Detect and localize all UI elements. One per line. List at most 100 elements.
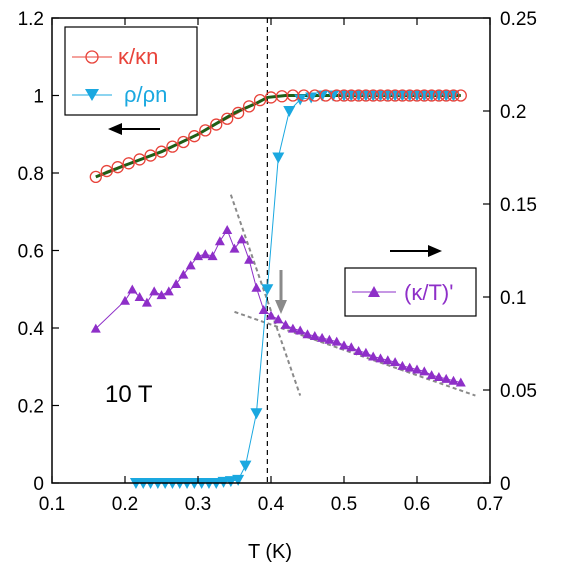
deriv-point	[236, 234, 247, 244]
kappa-point	[440, 89, 453, 102]
rho-point	[283, 106, 296, 117]
left-axis-arrowhead	[108, 123, 122, 135]
rho-point	[250, 408, 263, 420]
deriv-point	[448, 375, 459, 385]
rho-point	[305, 92, 318, 104]
right-tick-label: 0.05	[500, 381, 537, 402]
rho-point	[261, 284, 274, 296]
deriv-point	[346, 342, 357, 352]
deriv-point	[433, 371, 444, 381]
rho-point	[316, 90, 329, 102]
kappa-point	[144, 149, 157, 162]
kappa-point	[231, 106, 245, 120]
kappa-point	[388, 89, 402, 102]
deriv-point	[90, 323, 101, 333]
deriv-point	[455, 377, 466, 387]
left-tick-label: 0.8	[18, 164, 44, 185]
right-tick-label: 0.25	[500, 9, 537, 30]
kappa-point	[111, 161, 124, 174]
right-tick-label: 0.2	[500, 102, 526, 123]
deriv-point	[382, 355, 393, 365]
deriv-point	[163, 286, 174, 296]
deriv-point	[295, 325, 306, 335]
kappa-point	[199, 124, 212, 137]
rho-point	[447, 90, 460, 102]
legend-deriv-label: (κ/T)'	[404, 280, 453, 305]
deriv-point	[156, 290, 167, 300]
deriv-point	[419, 366, 430, 376]
deriv-point	[331, 336, 342, 346]
deriv-point	[280, 319, 291, 329]
kappa-point	[359, 89, 373, 102]
rho-point	[239, 460, 252, 472]
deriv-point	[178, 269, 189, 279]
kappa-point	[89, 170, 102, 184]
deriv-point	[141, 297, 152, 307]
legend-deriv-marker	[368, 286, 380, 297]
legend-left-box	[64, 26, 198, 116]
deriv-point	[251, 282, 262, 292]
deriv-point	[266, 310, 276, 320]
kappa-point	[188, 130, 201, 143]
deriv-point	[185, 260, 196, 270]
deriv-point	[302, 329, 313, 339]
deriv-point	[390, 357, 401, 367]
legend-kappa-label: κ/κn	[118, 44, 158, 69]
legend-left: κ/κn ρ/ρn	[64, 26, 198, 116]
deriv-point	[441, 373, 452, 383]
deriv-point	[200, 249, 211, 259]
deriv-point	[244, 254, 255, 264]
kappa-point	[367, 89, 380, 102]
deriv-point	[339, 340, 349, 350]
axis-arrows	[108, 123, 442, 314]
deriv-point	[229, 243, 240, 253]
kappa-point	[425, 89, 438, 102]
deriv-point	[214, 236, 225, 246]
deriv-point	[149, 286, 160, 296]
kappa-point	[374, 89, 387, 102]
deriv-point	[324, 334, 335, 344]
kappa-point	[447, 89, 460, 102]
x-tick-label: 0.5	[331, 494, 357, 515]
deriv-point	[397, 360, 408, 370]
kappa-point	[396, 89, 409, 102]
kappa-point	[221, 112, 234, 125]
legend-rho-marker	[85, 89, 99, 101]
left-tick-label: 0.6	[18, 242, 44, 263]
deriv-point	[412, 364, 422, 374]
kappa-point	[155, 145, 168, 158]
axes: 0.1 0.2 0.3 0.4 0.5 0.6 0.700.20.40.60.811.200…	[18, 9, 537, 515]
kappa-point	[100, 164, 113, 178]
deriv-point	[317, 332, 328, 342]
x-tick-label: 0.7	[477, 494, 503, 515]
deriv-point	[309, 331, 320, 341]
deriv-point	[134, 292, 145, 301]
dashed-fit-line-1	[229, 194, 302, 396]
rho-point	[272, 152, 285, 164]
left-tick-label: 1	[33, 87, 44, 108]
rho-point	[224, 476, 237, 488]
kappa-point	[133, 153, 146, 166]
right-axis-arrowhead	[428, 245, 442, 257]
deriv-point	[368, 351, 379, 361]
deriv-point	[360, 347, 371, 357]
deriv-point	[222, 225, 233, 235]
right-tick-label: 0	[500, 474, 511, 495]
x-tick-label: 0.3	[185, 494, 211, 515]
kappa-point	[410, 89, 424, 102]
transition-arrowhead	[275, 300, 287, 314]
deriv-point	[193, 251, 203, 261]
right-tick-label: 0.1	[500, 288, 526, 309]
left-tick-label: 0	[33, 474, 44, 495]
kappa-point	[210, 118, 223, 131]
deriv-point	[120, 295, 130, 305]
x-tick-label: 0.4	[258, 494, 285, 515]
deriv-point	[258, 305, 269, 315]
kappa-point	[122, 157, 135, 170]
legend-rho-label: ρ/ρn	[124, 82, 167, 107]
legend-kappa-marker	[85, 50, 99, 64]
left-tick-label: 1.2	[18, 9, 44, 30]
deriv-point	[171, 278, 182, 288]
kappa-point	[403, 89, 416, 102]
kappa-point	[166, 140, 179, 153]
